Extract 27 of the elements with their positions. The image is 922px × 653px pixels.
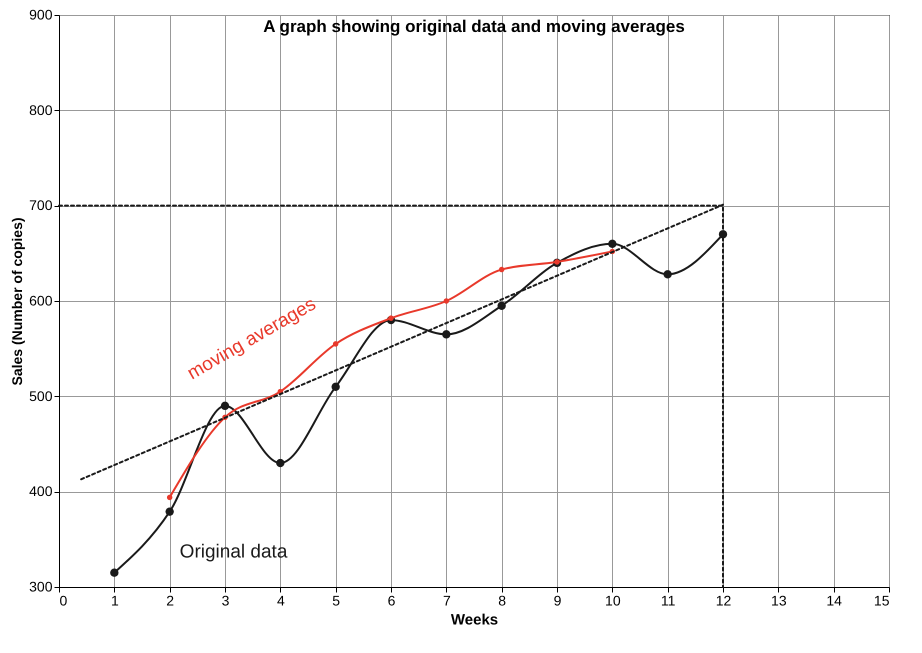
y-tick-label: 300 — [29, 578, 53, 594]
series-label: Original data — [180, 542, 288, 563]
x-tick-label: 7 — [442, 592, 451, 608]
x-tick-label: 13 — [771, 592, 787, 608]
x-tick-label: 14 — [826, 592, 842, 608]
x-tick-label: 9 — [554, 592, 562, 608]
x-tick-label: 15 — [874, 592, 890, 608]
x-tick-label: 3 — [222, 592, 230, 608]
x-tick-label: 6 — [388, 592, 396, 608]
x-tick-label: 0 — [60, 592, 68, 608]
y-tick-label: 900 — [29, 6, 53, 22]
x-tick-label: 2 — [166, 592, 174, 608]
y-tick-label: 800 — [29, 102, 53, 118]
y-tick-label: 500 — [29, 388, 53, 404]
y-tick-label: 600 — [29, 292, 53, 308]
chart-title: A graph showing original data and moving averages — [263, 17, 685, 36]
x-tick-label: 12 — [716, 592, 732, 608]
x-tick-label: 4 — [276, 592, 285, 608]
x-tick-label: 11 — [660, 592, 676, 608]
x-axis-title: Weeks — [450, 612, 498, 628]
x-tick-label: 8 — [498, 592, 506, 608]
x-tick-label: 1 — [110, 592, 119, 608]
y-tick-label: 400 — [29, 483, 53, 500]
x-tick-label: 5 — [332, 592, 340, 608]
y-tick-label: 700 — [29, 197, 53, 214]
x-tick-label: 10 — [605, 592, 621, 608]
y-axis-title: Sales (Number of copies) — [9, 217, 26, 386]
